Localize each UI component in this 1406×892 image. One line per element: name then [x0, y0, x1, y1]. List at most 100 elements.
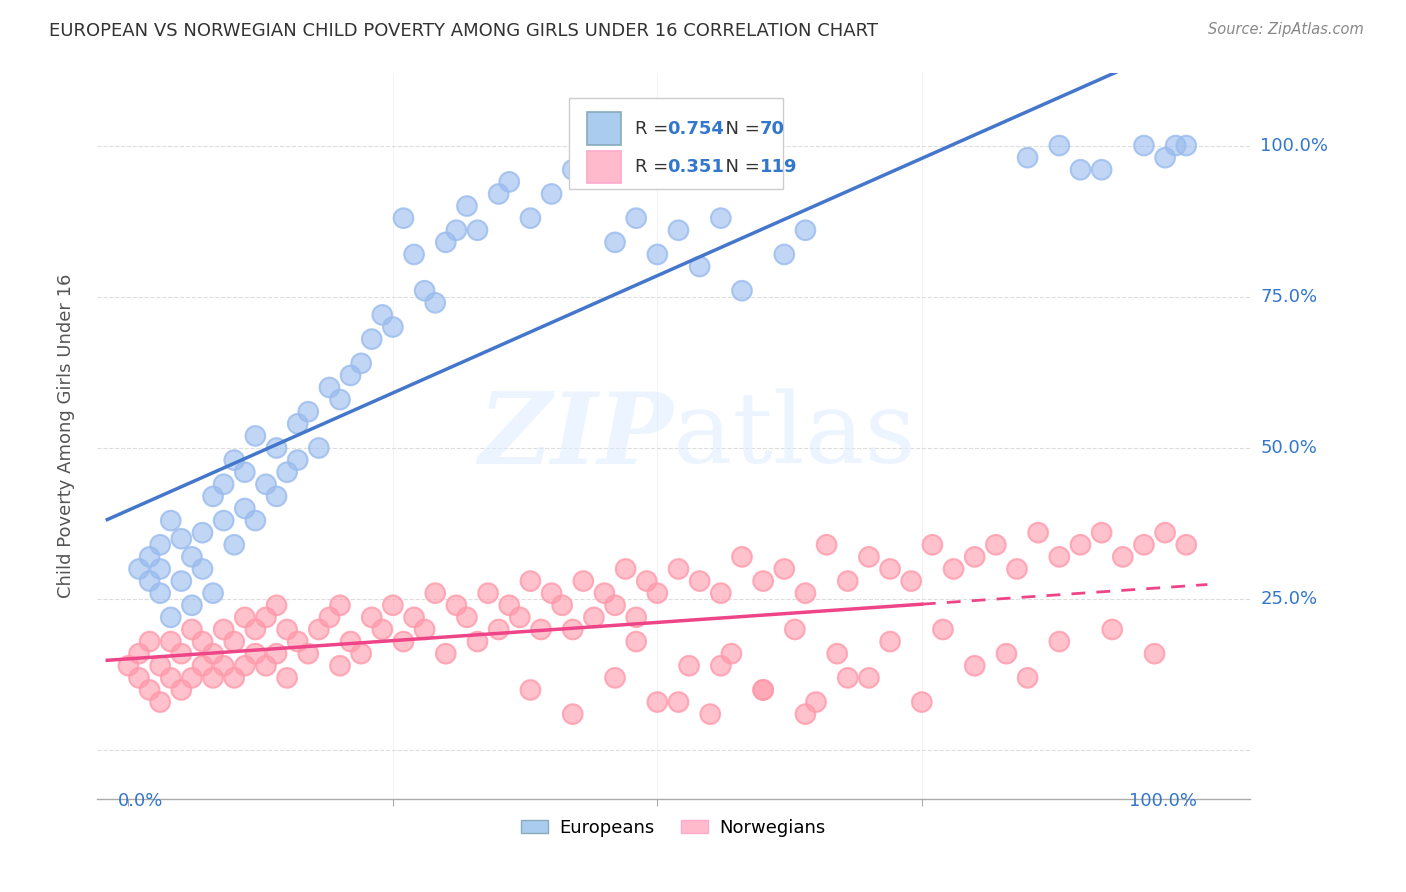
Point — [434, 647, 457, 661]
Point — [360, 332, 382, 346]
Point — [477, 586, 499, 600]
Point — [318, 380, 340, 394]
Point — [233, 465, 256, 479]
Point — [467, 634, 489, 648]
Point — [963, 549, 986, 564]
Point — [561, 707, 583, 722]
Point — [254, 477, 277, 491]
Point — [381, 320, 404, 334]
Point — [593, 586, 616, 600]
Point — [287, 417, 309, 431]
Y-axis label: Child Poverty Among Girls Under 16: Child Poverty Among Girls Under 16 — [58, 274, 75, 599]
Point — [159, 514, 181, 528]
Point — [1101, 623, 1123, 637]
Point — [254, 658, 277, 673]
Point — [180, 599, 202, 613]
Point — [381, 599, 404, 613]
Point — [413, 623, 436, 637]
Point — [1069, 538, 1091, 552]
Point — [710, 211, 733, 226]
Point — [138, 574, 160, 588]
Point — [329, 392, 352, 407]
Point — [138, 549, 160, 564]
FancyBboxPatch shape — [586, 151, 621, 184]
Point — [783, 623, 806, 637]
Point — [308, 441, 330, 455]
Point — [731, 284, 754, 298]
Point — [425, 586, 447, 600]
Point — [731, 549, 754, 564]
Point — [233, 658, 256, 673]
Point — [266, 647, 288, 661]
Point — [1017, 671, 1039, 685]
Point — [540, 186, 562, 201]
Point — [446, 599, 468, 613]
Point — [825, 647, 848, 661]
Point — [614, 562, 637, 576]
Point — [519, 211, 541, 226]
Point — [170, 532, 193, 546]
Point — [191, 562, 214, 576]
Point — [858, 671, 880, 685]
Text: 0.0%: 0.0% — [118, 791, 163, 810]
Point — [540, 586, 562, 600]
Point — [128, 647, 150, 661]
Point — [233, 658, 256, 673]
Point — [425, 296, 447, 310]
Point — [582, 151, 605, 165]
Point — [456, 199, 478, 213]
Point — [752, 574, 775, 588]
Point — [170, 574, 193, 588]
Point — [180, 671, 202, 685]
Point — [350, 647, 373, 661]
Point — [245, 429, 267, 443]
Point — [339, 634, 361, 648]
Point — [540, 186, 562, 201]
Point — [773, 247, 796, 261]
Point — [1154, 525, 1177, 540]
Point — [149, 695, 172, 709]
Point — [266, 489, 288, 503]
Text: 70: 70 — [759, 120, 785, 137]
Point — [815, 538, 838, 552]
Point — [159, 610, 181, 624]
Point — [1091, 162, 1114, 177]
Point — [318, 610, 340, 624]
Point — [783, 623, 806, 637]
Point — [224, 453, 246, 467]
Point — [900, 574, 922, 588]
Point — [434, 235, 457, 250]
Point — [266, 441, 288, 455]
Text: 100.0%: 100.0% — [1260, 136, 1329, 154]
Point — [117, 658, 139, 673]
Point — [339, 634, 361, 648]
Point — [837, 671, 859, 685]
Point — [624, 610, 647, 624]
Point — [498, 175, 520, 189]
Point — [1133, 538, 1156, 552]
Point — [837, 574, 859, 588]
Point — [138, 549, 160, 564]
Point — [519, 574, 541, 588]
Point — [488, 186, 510, 201]
Text: EUROPEAN VS NORWEGIAN CHILD POVERTY AMONG GIRLS UNDER 16 CORRELATION CHART: EUROPEAN VS NORWEGIAN CHILD POVERTY AMON… — [49, 22, 879, 40]
Point — [224, 538, 246, 552]
Text: 75.0%: 75.0% — [1260, 288, 1317, 306]
Point — [624, 610, 647, 624]
Point — [287, 453, 309, 467]
Point — [170, 682, 193, 697]
Point — [254, 610, 277, 624]
Point — [647, 247, 669, 261]
Point — [149, 658, 172, 673]
Point — [911, 695, 934, 709]
Point — [159, 671, 181, 685]
Point — [995, 647, 1018, 661]
Point — [582, 610, 605, 624]
Point — [402, 247, 425, 261]
Point — [180, 599, 202, 613]
Point — [1047, 138, 1070, 153]
Point — [624, 634, 647, 648]
Point — [170, 647, 193, 661]
Point — [212, 514, 235, 528]
Point — [624, 211, 647, 226]
